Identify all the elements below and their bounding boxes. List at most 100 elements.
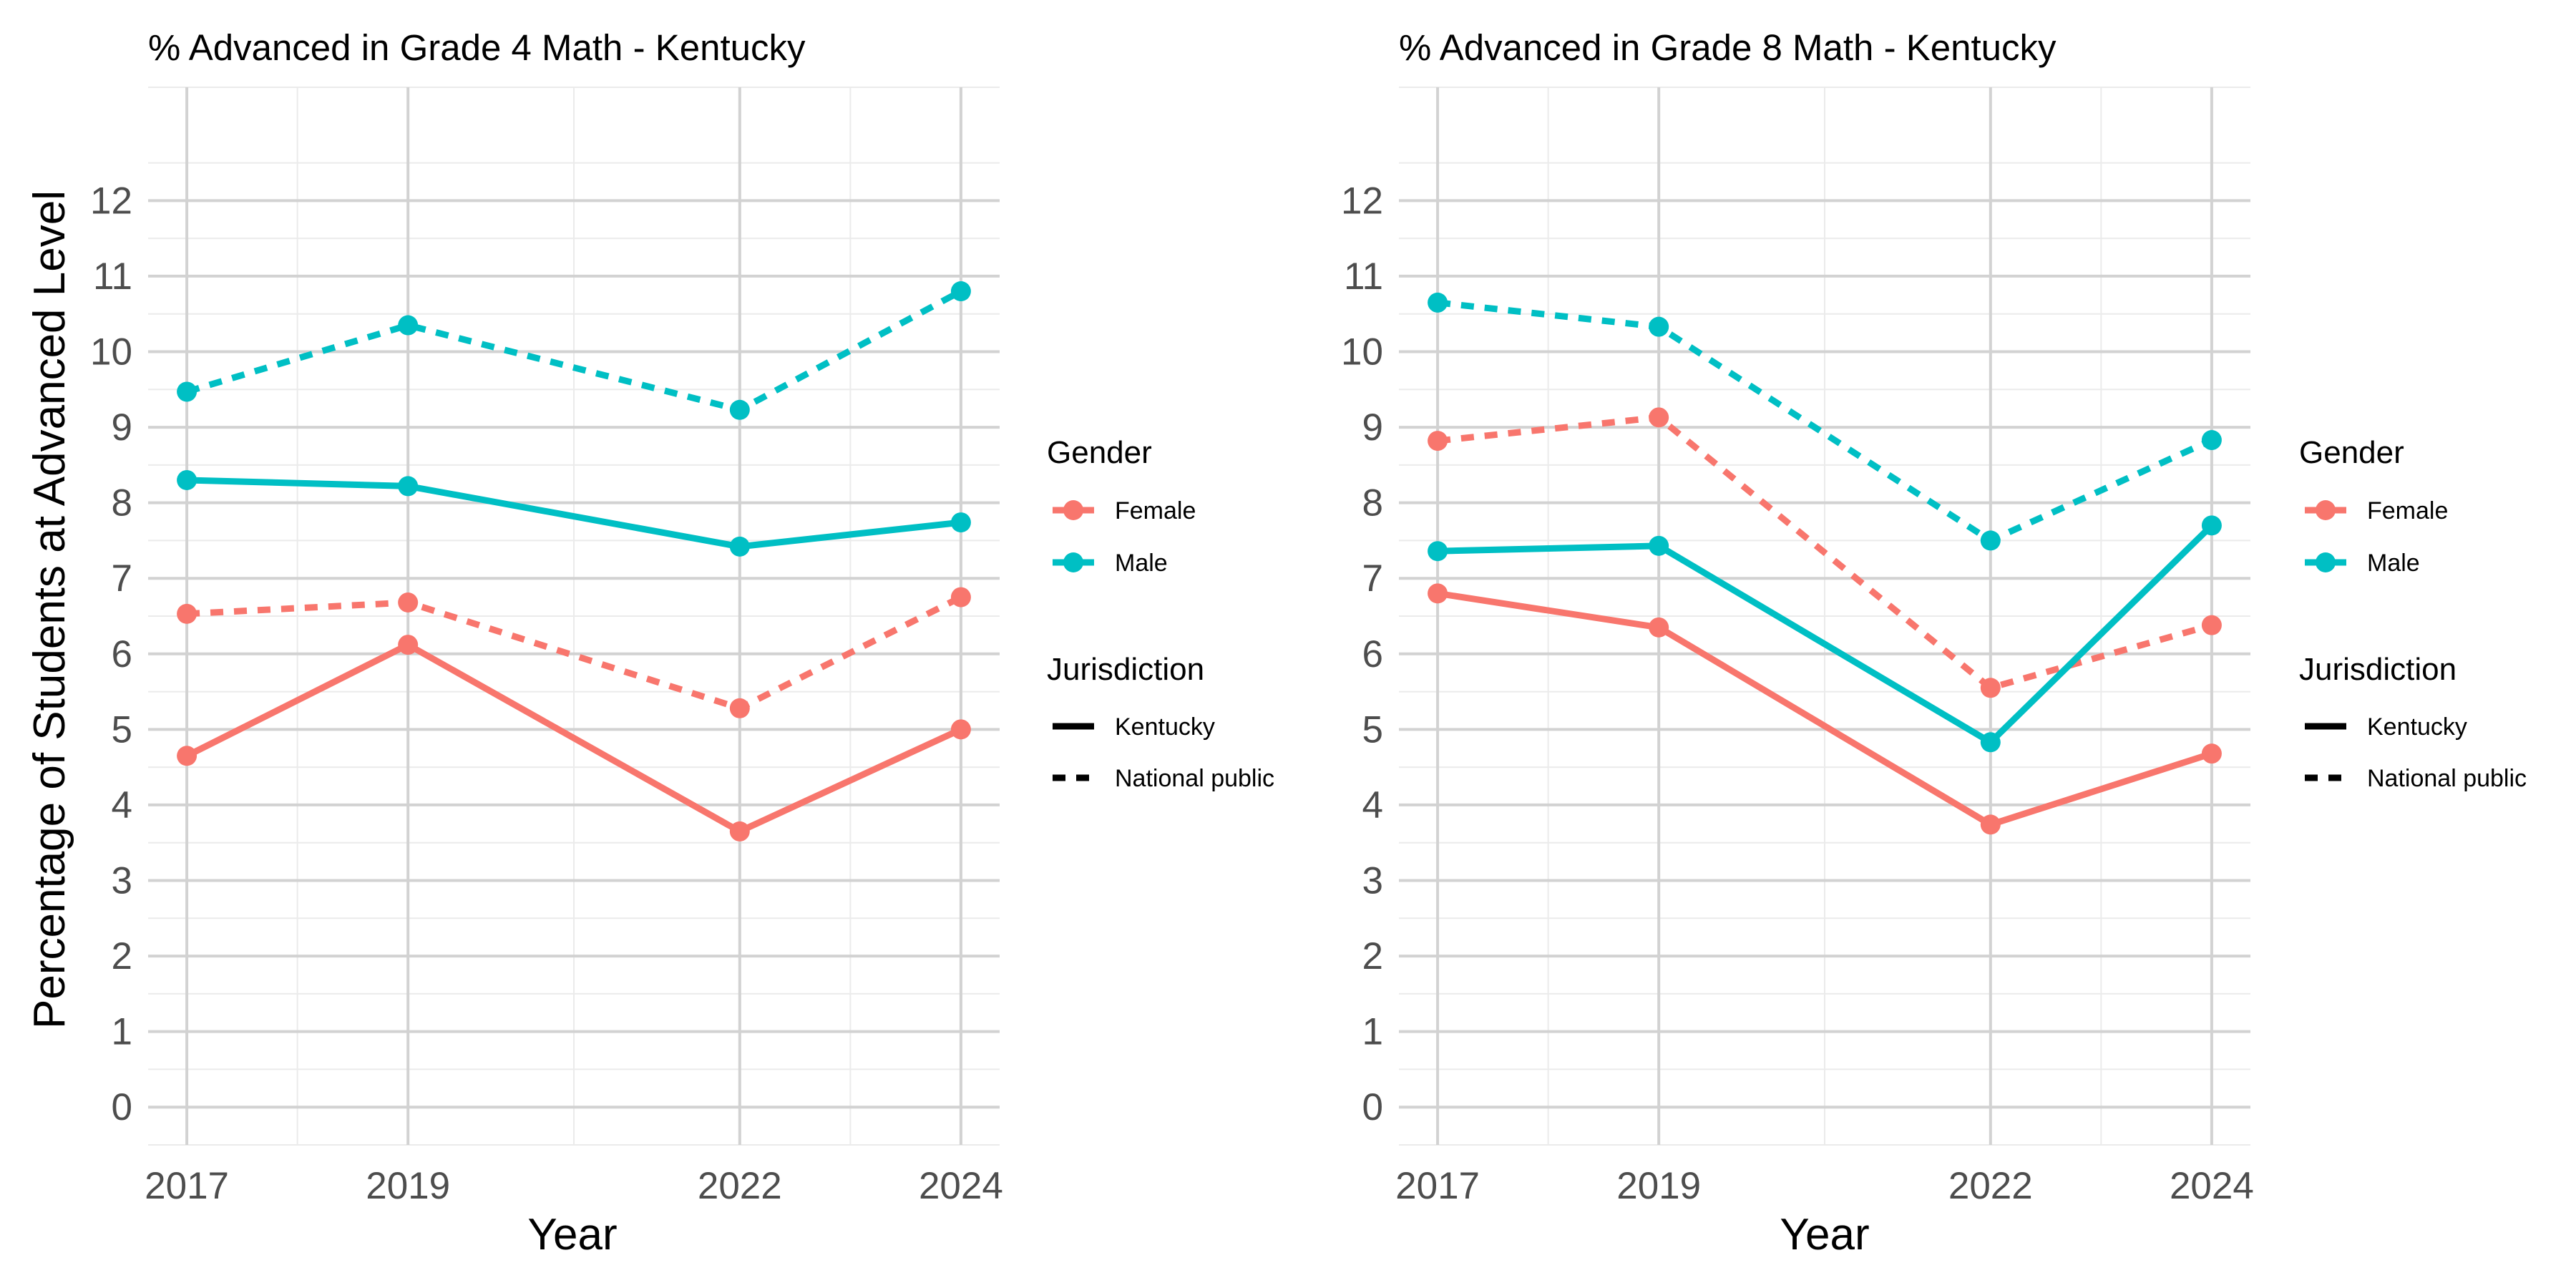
x-tick-label: 2024 <box>919 1165 1003 1207</box>
data-point <box>1428 541 1448 562</box>
data-point <box>2201 615 2222 635</box>
data-point <box>398 315 419 336</box>
x-axis-title-grade8: Year <box>1780 1210 1869 1259</box>
x-tick-labels-grade4: 2017 2019 2022 2024 <box>145 1165 1003 1207</box>
y-tick-label: 8 <box>112 482 132 525</box>
data-point <box>1980 814 2001 835</box>
y-tick-label: 12 <box>1341 180 1383 222</box>
data-point <box>177 603 197 624</box>
series-points-grade8 <box>1428 292 2222 835</box>
series-line-female-national <box>1437 414 2213 691</box>
data-point <box>2201 743 2222 764</box>
x-tick-label: 2019 <box>1616 1165 1701 1207</box>
series-line-male-kentucky <box>186 477 962 550</box>
data-point <box>177 381 197 402</box>
series-line-female-kentucky <box>1437 590 2213 828</box>
legend-kentucky-label: Kentucky <box>2367 713 2467 741</box>
y-tick-label: 6 <box>112 633 132 675</box>
chart-title-grade8: % Advanced in Grade 8 Math - Kentucky <box>1399 27 2057 68</box>
panel-grade8: % Advanced in Grade 8 Math - Kentucky Ye… <box>1341 27 2254 1259</box>
y-tick-label: 8 <box>1362 482 1383 525</box>
y-tick-label: 11 <box>1344 255 1383 298</box>
data-point <box>398 476 419 497</box>
y-tick-label: 3 <box>1362 860 1383 902</box>
y-tick-label: 6 <box>1362 633 1383 675</box>
x-axis-title-grade4: Year <box>527 1210 617 1259</box>
data-point <box>950 512 971 533</box>
series-lines-grade4 <box>185 288 963 835</box>
data-point <box>1428 292 1448 313</box>
series-line-male-kentucky <box>1437 523 2215 746</box>
legend-female-label: Female <box>1115 497 1196 525</box>
data-point <box>177 746 197 766</box>
chart-title-grade4: % Advanced in Grade 4 Math - Kentucky <box>148 27 806 68</box>
legend-male-label: Male <box>2367 550 2420 577</box>
y-tick-label: 1 <box>112 1011 132 1053</box>
x-tick-label: 2019 <box>366 1165 450 1207</box>
y-axis-title: Percentage of Students at Advanced Level <box>25 190 74 1029</box>
data-point <box>1980 678 2001 698</box>
legend-male-point <box>2316 552 2336 572</box>
y-tick-label: 12 <box>90 180 132 222</box>
x-tick-label: 2017 <box>145 1165 229 1207</box>
x-tick-label: 2022 <box>698 1165 782 1207</box>
data-point <box>950 587 971 608</box>
data-point <box>2201 515 2222 536</box>
y-tick-label: 7 <box>112 557 132 600</box>
series-lines-grade8 <box>1437 299 2215 828</box>
legend-male-point <box>1063 552 1083 572</box>
y-tick-label: 11 <box>93 255 132 298</box>
grid-grade4 <box>148 87 1000 1146</box>
data-point <box>1649 316 1669 337</box>
y-tick-label: 2 <box>1362 935 1383 977</box>
legend-female-label: Female <box>2367 497 2448 525</box>
legend-male-label: Male <box>1115 550 1168 577</box>
data-point <box>729 536 750 557</box>
y-tick-label: 0 <box>112 1086 132 1128</box>
series-points-grade4 <box>177 281 971 841</box>
data-point <box>729 399 750 420</box>
data-point <box>398 592 419 613</box>
panel-grade4: % Advanced in Grade 4 Math - Kentucky Ye… <box>90 27 1003 1259</box>
series-line-male-national <box>185 288 963 414</box>
data-point <box>950 719 971 740</box>
legend-national-label: National public <box>2367 765 2527 792</box>
y-tick-label: 2 <box>112 935 132 977</box>
legend-female-point <box>2316 500 2336 520</box>
legend-kentucky-label: Kentucky <box>1115 713 1215 741</box>
y-tick-label: 4 <box>1362 784 1383 826</box>
y-tick-label: 4 <box>112 784 132 826</box>
legend-grade8: Gender Female Male Jurisdiction Kentucky… <box>2299 435 2527 792</box>
y-tick-label: 10 <box>1341 331 1383 374</box>
data-point <box>729 821 750 841</box>
data-point <box>1649 535 1669 556</box>
legend-jurisdiction-title: Jurisdiction <box>2299 652 2457 687</box>
legend-female-point <box>1063 500 1083 520</box>
data-point <box>1428 431 1448 452</box>
y-tick-label: 5 <box>1362 708 1383 751</box>
data-point <box>729 698 750 718</box>
x-tick-label: 2022 <box>1948 1165 2033 1207</box>
data-point <box>950 281 971 302</box>
data-point <box>1649 407 1669 428</box>
data-point <box>2201 430 2222 451</box>
y-tick-label: 3 <box>112 860 132 902</box>
legend-jurisdiction-title: Jurisdiction <box>1047 652 1204 687</box>
series-line-male-national <box>1437 299 2213 544</box>
y-tick-label: 1 <box>1362 1011 1383 1053</box>
legend-national-label: National public <box>1115 765 1274 792</box>
data-point <box>1649 617 1669 638</box>
y-tick-label: 0 <box>1362 1086 1383 1128</box>
y-tick-label: 10 <box>90 331 132 374</box>
legend-gender-title: Gender <box>2299 435 2404 470</box>
data-point <box>177 469 197 490</box>
y-tick-label: 5 <box>112 708 132 751</box>
y-tick-label: 7 <box>1362 557 1383 600</box>
y-tick-label: 9 <box>1362 406 1383 449</box>
data-point <box>1980 530 2001 551</box>
y-tick-label: 9 <box>112 406 132 449</box>
series-line-female-national <box>186 594 962 712</box>
